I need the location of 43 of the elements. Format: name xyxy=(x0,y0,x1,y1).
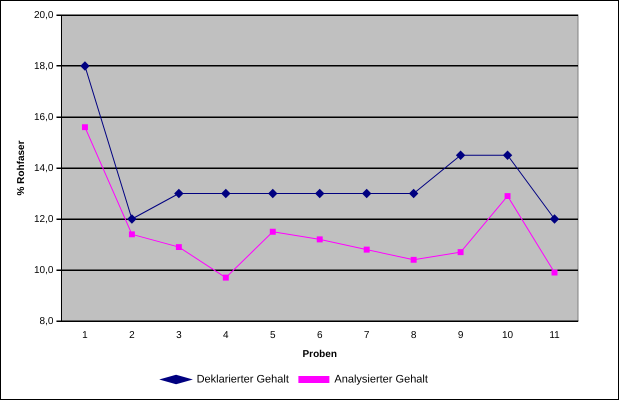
x-tick-label: 8 xyxy=(410,330,417,341)
point xyxy=(127,214,136,224)
x-tick-label: 5 xyxy=(270,330,276,341)
point xyxy=(409,189,418,198)
y-tick-label: 16,0 xyxy=(34,112,54,123)
point xyxy=(316,236,323,242)
point xyxy=(80,62,90,70)
y-tick-label: 12,0 xyxy=(34,214,54,225)
point xyxy=(82,124,88,130)
x-tick-label: 6 xyxy=(316,330,323,341)
x-tick-label: 4 xyxy=(223,330,230,341)
legend-label: Deklarierter Gehalt xyxy=(196,374,289,386)
point xyxy=(552,270,558,276)
point xyxy=(221,189,230,198)
point xyxy=(176,244,182,250)
y-tick-label: 8,0 xyxy=(40,316,54,327)
point xyxy=(458,249,464,256)
y-axis-title: % Rohfaser xyxy=(16,140,27,196)
y-tick-label: 18,0 xyxy=(34,60,54,72)
x-tick-label: 2 xyxy=(129,330,136,341)
x-tick-label: 1 xyxy=(82,330,88,341)
point xyxy=(315,189,324,198)
point xyxy=(362,189,372,198)
x-axis-title: Proben xyxy=(302,348,337,360)
point xyxy=(410,256,417,263)
y-tick-label: 14,0 xyxy=(34,162,54,174)
x-tick-label: 3 xyxy=(176,330,182,341)
x-tick-label: 9 xyxy=(458,330,464,341)
legend-label: Analysierter Gehalt xyxy=(334,374,428,386)
point xyxy=(504,193,511,200)
point xyxy=(222,274,229,281)
x-tick-label: 11 xyxy=(549,330,560,341)
y-tick-label: 20,0 xyxy=(34,10,54,21)
point xyxy=(174,189,184,198)
point xyxy=(268,189,278,198)
point xyxy=(128,231,135,238)
point xyxy=(456,150,466,160)
x-tick-label: 10 xyxy=(502,330,514,341)
x-tick-label: 7 xyxy=(364,330,370,341)
y-tick-label: 10,0 xyxy=(34,264,54,276)
point xyxy=(503,150,512,160)
point xyxy=(364,246,370,253)
point xyxy=(550,214,560,224)
